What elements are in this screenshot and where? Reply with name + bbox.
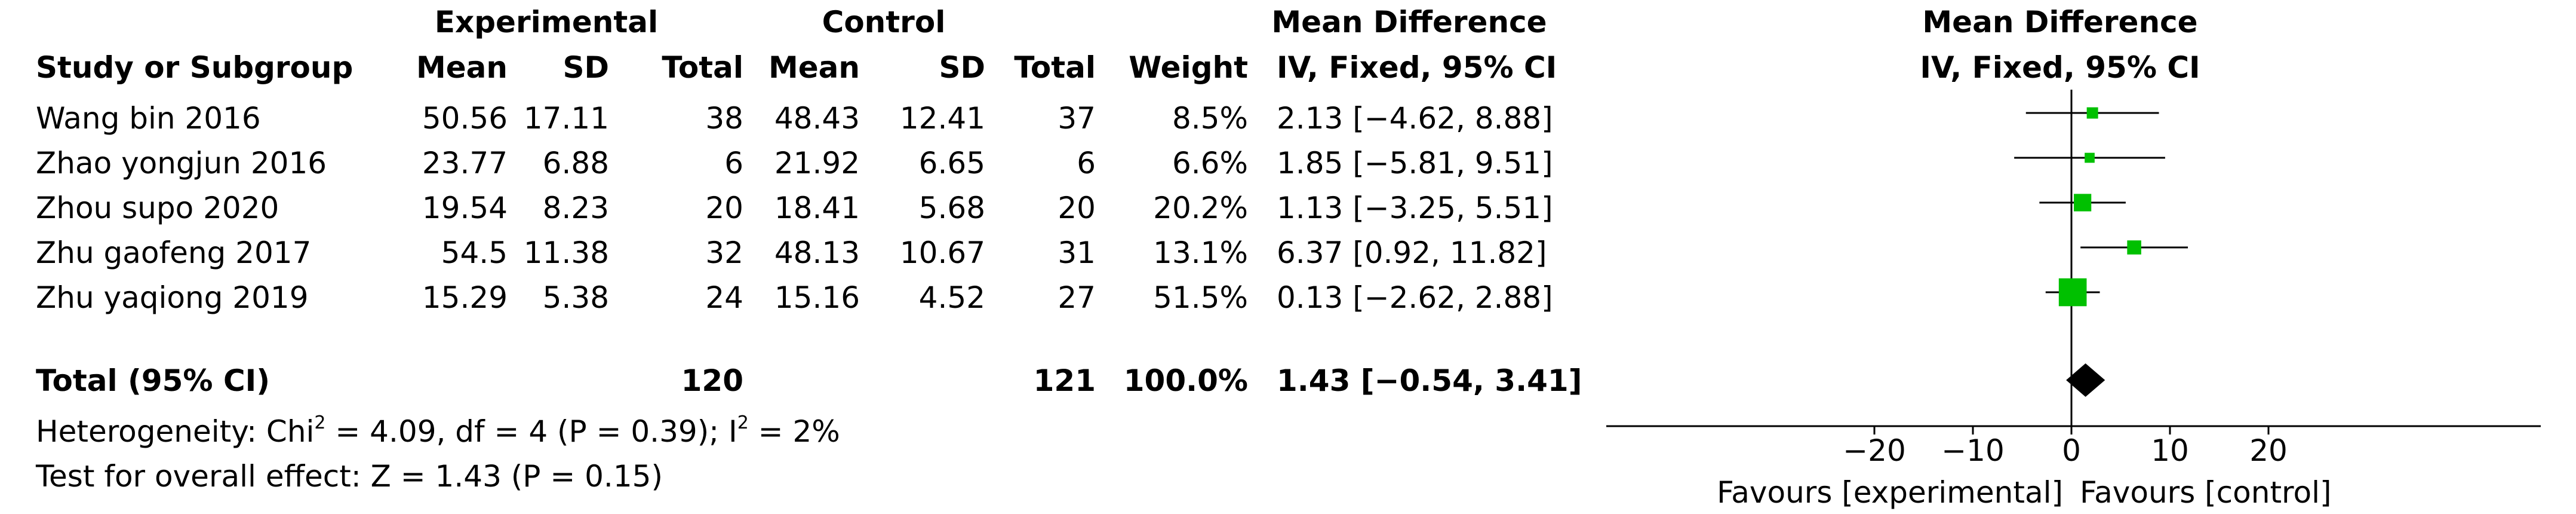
experimental-total: 32 <box>705 235 743 270</box>
control-header: Control <box>822 5 946 39</box>
study-marker <box>2127 240 2141 255</box>
study-marker <box>2058 278 2087 307</box>
favours-experimental-label: Favours [experimental] <box>1717 475 2063 510</box>
weight-header: Weight <box>1129 50 1248 85</box>
experimental-total: 38 <box>705 101 743 136</box>
control-total: 37 <box>1058 101 1096 136</box>
experimental-sd: 5.38 <box>542 280 609 315</box>
experimental-mean: 50.56 <box>422 101 508 136</box>
study-ci: 2.13 [−4.62, 8.88] <box>1277 101 1553 136</box>
x-tick-label: 10 <box>2151 433 2189 468</box>
experimental-total: 24 <box>705 280 743 315</box>
study-weight: 13.1% <box>1153 235 1248 270</box>
experimental-sd-header: SD <box>562 50 609 85</box>
experimental-sd: 8.23 <box>542 191 609 225</box>
experimental-total: 20 <box>705 191 743 225</box>
control-mean: 48.13 <box>774 235 860 270</box>
experimental-mean: 54.5 <box>441 235 508 270</box>
x-tick-label: −10 <box>1941 433 2005 468</box>
experimental-sd: 11.38 <box>523 235 609 270</box>
control-total-sum: 121 <box>1033 363 1096 398</box>
x-tick-label: 0 <box>2062 433 2081 468</box>
x-tick-label: −20 <box>1843 433 1906 468</box>
mean-difference-plot-header: Mean Difference <box>1922 5 2198 39</box>
control-sd: 6.65 <box>918 146 985 180</box>
total-weight: 100.0% <box>1123 363 1248 398</box>
study-name: Zhu gaofeng 2017 <box>36 235 312 270</box>
control-total: 6 <box>1077 146 1096 180</box>
control-sd: 5.68 <box>918 191 985 225</box>
experimental-mean: 19.54 <box>422 191 508 225</box>
experimental-header: Experimental <box>434 5 659 39</box>
study-ci: 0.13 [−2.62, 2.88] <box>1277 280 1553 315</box>
experimental-total: 6 <box>724 146 743 180</box>
study-ci: 6.37 [0.92, 11.82] <box>1277 235 1547 270</box>
study-weight: 20.2% <box>1153 191 1248 225</box>
study-name: Wang bin 2016 <box>36 101 261 136</box>
experimental-mean: 15.29 <box>422 280 508 315</box>
method-table-header: IV, Fixed, 95% CI <box>1277 50 1557 85</box>
control-sd: 4.52 <box>918 280 985 315</box>
control-sd-header: SD <box>939 50 985 85</box>
x-tick-label: 20 <box>2249 433 2288 468</box>
study-column-header: Study or Subgroup <box>36 50 353 85</box>
study-marker <box>2086 107 2098 119</box>
experimental-total-header: Total <box>662 50 743 85</box>
heterogeneity-text: Heterogeneity: Chi2 = 4.09, df = 4 (P = … <box>36 412 840 449</box>
study-weight: 51.5% <box>1153 280 1248 315</box>
experimental-mean: 23.77 <box>422 146 508 180</box>
study-name: Zhao yongjun 2016 <box>36 146 327 180</box>
control-mean: 15.16 <box>774 280 860 315</box>
experimental-mean-header: Mean <box>416 50 508 85</box>
study-marker <box>2074 194 2092 212</box>
experimental-sd: 6.88 <box>542 146 609 180</box>
mean-difference-table-header: Mean Difference <box>1271 5 1547 39</box>
control-mean: 48.43 <box>774 101 860 136</box>
study-ci: 1.13 [−3.25, 5.51] <box>1277 191 1553 225</box>
control-total: 31 <box>1058 235 1096 270</box>
pooled-diamond <box>2066 363 2105 397</box>
control-total: 20 <box>1058 191 1096 225</box>
study-name: Zhu yaqiong 2019 <box>36 280 309 315</box>
control-sd: 10.67 <box>899 235 985 270</box>
control-sd: 12.41 <box>899 101 985 136</box>
experimental-sd: 17.11 <box>523 101 609 136</box>
favours-control-label: Favours [control] <box>2080 475 2332 510</box>
control-total-header: Total <box>1014 50 1096 85</box>
study-ci: 1.85 [−5.81, 9.51] <box>1277 146 1553 180</box>
control-mean: 21.92 <box>774 146 860 180</box>
study-name: Zhou supo 2020 <box>36 191 279 225</box>
total-label: Total (95% CI) <box>36 363 270 398</box>
control-mean: 18.41 <box>774 191 860 225</box>
control-mean-header: Mean <box>768 50 860 85</box>
study-weight: 8.5% <box>1172 101 1248 136</box>
experimental-total-sum: 120 <box>681 363 743 398</box>
control-total: 27 <box>1058 280 1096 315</box>
method-plot-header: IV, Fixed, 95% CI <box>1920 50 2200 85</box>
study-marker <box>2085 152 2095 163</box>
study-weight: 6.6% <box>1172 146 1248 180</box>
overall-effect-text: Test for overall effect: Z = 1.43 (P = 0… <box>36 459 663 494</box>
total-ci: 1.43 [−0.54, 3.41] <box>1277 363 1582 398</box>
